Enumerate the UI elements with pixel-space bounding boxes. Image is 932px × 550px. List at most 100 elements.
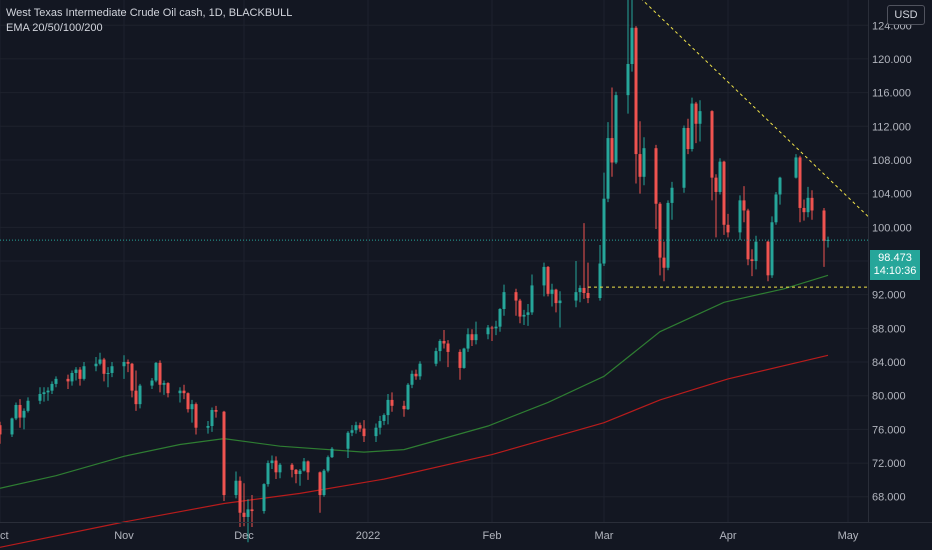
- candle: [130, 362, 134, 398]
- candle: [274, 456, 278, 480]
- candle: [682, 125, 686, 193]
- candle: [698, 100, 702, 142]
- candle: [614, 91, 618, 165]
- candle: [26, 397, 30, 413]
- chart-legend: West Texas Intermediate Crude Oil cash, …: [6, 6, 292, 36]
- time-axis[interactable]: Oct Nov Dec 2022 Feb Mar Apr May: [0, 530, 859, 542]
- candle: [186, 392, 190, 413]
- candle: [770, 216, 774, 278]
- candle: [10, 417, 14, 437]
- trendlines: [588, 0, 869, 288]
- candle: [374, 423, 378, 443]
- candle: [822, 207, 826, 267]
- candle: [750, 249, 754, 277]
- candle: [754, 235, 758, 270]
- candle: [666, 200, 670, 271]
- candle: [490, 325, 494, 341]
- candle: [642, 137, 646, 186]
- candle: [306, 460, 310, 480]
- candle: [774, 191, 778, 225]
- candle: [446, 340, 450, 368]
- candle: [522, 309, 526, 325]
- candle: [714, 174, 718, 238]
- candle: [238, 476, 242, 528]
- candle: [766, 240, 770, 282]
- candle: [794, 154, 798, 179]
- candle: [346, 431, 350, 459]
- candle: [558, 291, 562, 328]
- bar-countdown: 14:10:36: [873, 265, 917, 277]
- candle: [498, 308, 502, 332]
- candle: [102, 357, 106, 382]
- candle: [94, 356, 98, 372]
- candle: [138, 383, 142, 409]
- candle: [390, 392, 394, 412]
- candle: [46, 387, 50, 401]
- price-tick-label: 108.000: [872, 155, 912, 167]
- time-tick-label: Dec: [234, 530, 254, 542]
- candle: [658, 202, 662, 276]
- candle: [738, 195, 742, 240]
- price-tick-label: 68.000: [872, 492, 906, 504]
- candle: [798, 155, 802, 223]
- symbol-title[interactable]: West Texas Intermediate Crude Oil cash, …: [6, 7, 293, 19]
- candle: [550, 283, 554, 307]
- price-tick-label: 120.000: [872, 54, 912, 66]
- candle: [718, 158, 722, 195]
- candle: [690, 97, 694, 152]
- candle: [98, 352, 102, 366]
- candle: [166, 382, 170, 398]
- candle: [574, 261, 578, 308]
- candle: [726, 213, 730, 238]
- candle: [290, 463, 294, 478]
- candle: [302, 458, 306, 472]
- ema-line: [0, 354, 829, 548]
- candle: [662, 241, 666, 282]
- candle: [410, 370, 414, 389]
- price-axis[interactable]: 68.000 72.000 76.000 80.000 84.000 88.000 92.0…: [872, 0, 912, 504]
- candle: [106, 367, 110, 388]
- time-tick-label: May: [838, 530, 859, 542]
- price-tick-label: 72.000: [872, 458, 906, 470]
- candle: [74, 367, 78, 381]
- candle: [462, 347, 466, 369]
- ema-lines: [0, 274, 829, 548]
- candle: [318, 471, 322, 513]
- candle: [470, 329, 474, 347]
- candle: [466, 328, 470, 352]
- candle: [554, 288, 558, 313]
- candle: [402, 400, 406, 417]
- candle: [14, 402, 18, 421]
- currency-button[interactable]: USD: [887, 5, 925, 25]
- candle: [150, 378, 154, 389]
- candle: [494, 320, 498, 336]
- candle: [746, 208, 750, 266]
- candle: [826, 236, 830, 248]
- price-tick-label: 112.000: [872, 121, 911, 133]
- candle: [326, 455, 330, 473]
- candle: [386, 394, 390, 425]
- price-tick-label: 92.000: [872, 290, 906, 302]
- candle: [638, 121, 642, 194]
- candle: [78, 367, 82, 386]
- candle: [606, 122, 610, 203]
- candle: [22, 408, 26, 430]
- candle: [526, 303, 530, 326]
- candle: [710, 110, 714, 201]
- candle: [546, 266, 550, 297]
- candle: [810, 190, 814, 220]
- time-tick-label: Mar: [595, 530, 614, 542]
- candle: [438, 339, 442, 362]
- price-tick-label: 100.000: [872, 222, 912, 234]
- candle: [110, 362, 114, 378]
- price-tick-label: 104.000: [872, 189, 912, 201]
- candle: [502, 284, 506, 316]
- candle: [418, 361, 422, 380]
- trendline[interactable]: [632, 0, 869, 217]
- candle: [362, 420, 366, 443]
- indicator-label[interactable]: EMA 20/50/100/200: [6, 22, 103, 34]
- time-tick-label: 2022: [356, 530, 380, 542]
- candle: [54, 376, 58, 388]
